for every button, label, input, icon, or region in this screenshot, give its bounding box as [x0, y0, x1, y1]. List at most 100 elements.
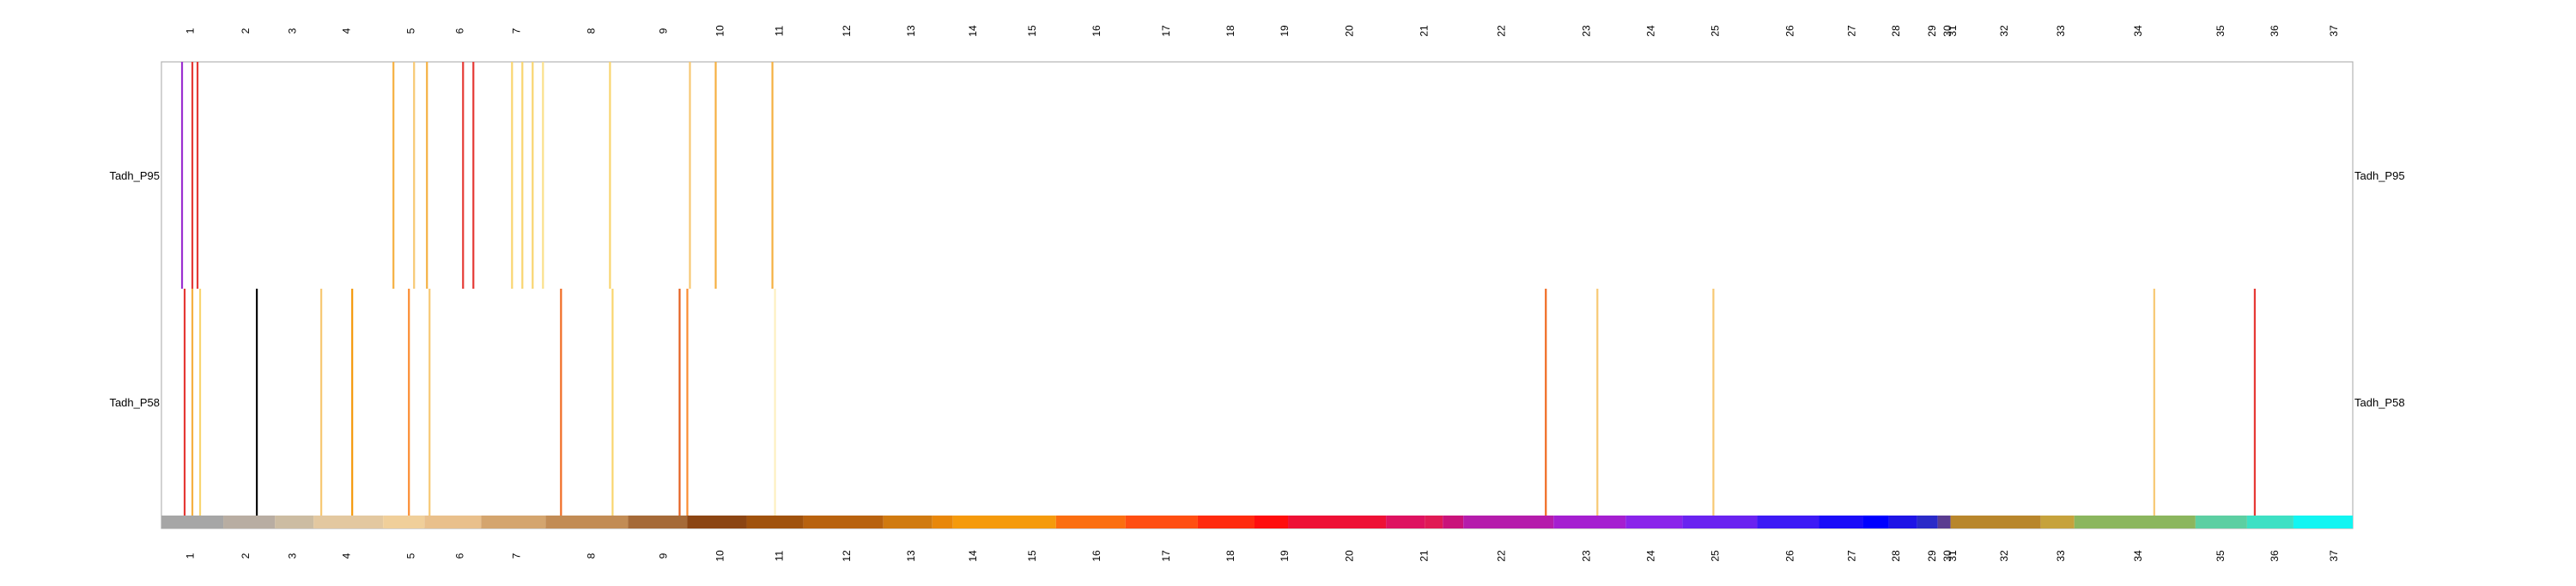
bottom-tick-label-24: 25 [1710, 550, 1722, 562]
top-tick-label-31: 32 [1998, 25, 2010, 37]
top-tick-label-32: 33 [2055, 25, 2067, 37]
bottom-tick-label-4: 5 [404, 552, 416, 559]
bottom-tick-label-26: 27 [1846, 550, 1858, 562]
segment-bar-31 [1917, 516, 1938, 528]
top-tick-label-30: 31 [1947, 25, 1959, 37]
bottom-tick-label-22: 23 [1580, 550, 1592, 562]
bottom-tick-label-15: 16 [1091, 550, 1103, 562]
segment-bar-16 [1125, 516, 1198, 528]
top-tick-labels: 1 2 3 4 5 6 7 8 9 10 11 12 13 14 15 16 17 18 19 20 21 22 23 24 2… [185, 25, 2340, 37]
top-tick-label-34: 35 [2215, 25, 2227, 37]
bottom-tick-label-28: 29 [1926, 550, 1938, 562]
top-tick-label-35: 36 [2269, 25, 2281, 37]
segment-bar-37 [2246, 516, 2293, 528]
bottom-tick-label-30: 31 [1947, 550, 1959, 562]
plot-frame [161, 61, 2354, 529]
bottom-tick-label-29: 30 [1941, 550, 1953, 562]
segment-bar-5 [424, 516, 482, 528]
segment-bar-6 [481, 516, 546, 528]
top-tick-label-23: 24 [1645, 25, 1657, 37]
top-tick-label-29: 30 [1941, 25, 1953, 37]
top-tick-label-16: 17 [1160, 25, 1172, 37]
top-tick-label-21: 22 [1495, 25, 1507, 37]
segment-bar-12 [883, 516, 933, 528]
row-label-right-0: Tadh_P95 [2354, 169, 2405, 182]
segment-bar-17 [1197, 516, 1255, 528]
bottom-tick-label-18: 19 [1279, 550, 1291, 562]
top-tick-label-12: 13 [905, 25, 917, 37]
bottom-tick-label-31: 32 [1998, 550, 2010, 562]
segment-bar-34 [2040, 516, 2075, 528]
top-tick-label-27: 28 [1890, 25, 1902, 37]
bottom-tick-label-27: 28 [1890, 550, 1902, 562]
segment-color-bar [161, 516, 2353, 528]
bottom-tick-label-10: 11 [774, 550, 786, 561]
bottom-tick-label-13: 14 [967, 550, 979, 562]
segment-bar-21 [1425, 516, 1443, 528]
top-tick-label-17: 18 [1224, 25, 1236, 37]
segment-bar-27 [1757, 516, 1820, 528]
bottom-tick-label-6: 7 [510, 552, 522, 559]
top-tick-label-8: 9 [658, 27, 670, 34]
segment-bar-36 [2195, 516, 2247, 528]
segment-bar-33 [1950, 516, 2041, 528]
bottom-tick-label-19: 20 [1343, 550, 1355, 562]
top-tick-label-20: 21 [1418, 25, 1430, 37]
bottom-tick-label-23: 24 [1645, 550, 1657, 562]
top-tick-label-28: 29 [1926, 25, 1938, 37]
top-tick-label-2: 3 [286, 27, 298, 34]
top-tick-label-9: 10 [714, 25, 726, 37]
segment-bar-30 [1888, 516, 1917, 528]
bottom-tick-label-21: 22 [1495, 550, 1507, 562]
bottom-tick-label-7: 8 [586, 552, 598, 559]
segment-bar-9 [687, 516, 747, 528]
top-tick-label-7: 8 [586, 27, 598, 34]
bottom-tick-label-2: 3 [286, 552, 298, 559]
top-tick-label-33: 34 [2132, 25, 2144, 37]
row-label-left-0: Tadh_P95 [109, 169, 160, 182]
segment-bar-2 [275, 516, 314, 528]
segment-bar-14 [952, 516, 1056, 528]
segment-bar-11 [803, 516, 884, 528]
row-label-left-1: Tadh_P58 [109, 396, 160, 409]
segment-bar-3 [313, 516, 384, 528]
top-tick-label-13: 14 [967, 25, 979, 37]
bottom-tick-label-35: 36 [2269, 550, 2281, 562]
segment-bar-22 [1443, 516, 1464, 528]
bottom-tick-label-9: 10 [714, 550, 726, 562]
row-marks [180, 62, 2257, 516]
bottom-tick-label-36: 37 [2328, 550, 2340, 562]
bottom-tick-label-33: 34 [2132, 550, 2144, 562]
top-tick-label-19: 20 [1343, 25, 1355, 37]
bottom-tick-label-17: 18 [1224, 550, 1236, 562]
segment-bar-18 [1254, 516, 1289, 528]
bottom-tick-label-11: 12 [841, 550, 853, 562]
row-label-right-1: Tadh_P58 [2354, 396, 2405, 409]
top-tick-label-15: 16 [1091, 25, 1103, 37]
bottom-tick-labels: 1 2 3 4 5 6 7 8 9 10 11 12 13 14 15 16 17 18 19 20 21 22 23 24 2… [185, 550, 2340, 562]
segment-bar-29 [1862, 516, 1889, 528]
segment-bar-8 [628, 516, 688, 528]
top-tick-label-10: 11 [774, 25, 786, 36]
segment-bar-7 [545, 516, 629, 528]
bottom-tick-label-25: 26 [1784, 550, 1796, 562]
segment-bar-28 [1819, 516, 1863, 528]
segment-bar-20 [1386, 516, 1425, 528]
segment-bar-25 [1625, 516, 1683, 528]
bottom-tick-label-5: 6 [453, 552, 465, 559]
bottom-tick-label-14: 15 [1026, 550, 1038, 562]
bottom-tick-label-32: 33 [2055, 550, 2067, 562]
top-tick-label-4: 5 [404, 27, 416, 34]
segment-bar-10 [746, 516, 804, 528]
top-tick-label-5: 6 [453, 27, 465, 34]
top-tick-label-36: 37 [2328, 25, 2340, 37]
top-tick-label-11: 12 [841, 25, 853, 37]
segment-bar-15 [1055, 516, 1126, 528]
bottom-tick-label-34: 35 [2215, 550, 2227, 562]
segment-bar-35 [2074, 516, 2196, 528]
segment-bar-19 [1288, 516, 1387, 528]
top-tick-label-18: 19 [1279, 25, 1291, 37]
bottom-tick-label-8: 9 [658, 552, 670, 559]
top-tick-label-1: 2 [240, 27, 252, 34]
